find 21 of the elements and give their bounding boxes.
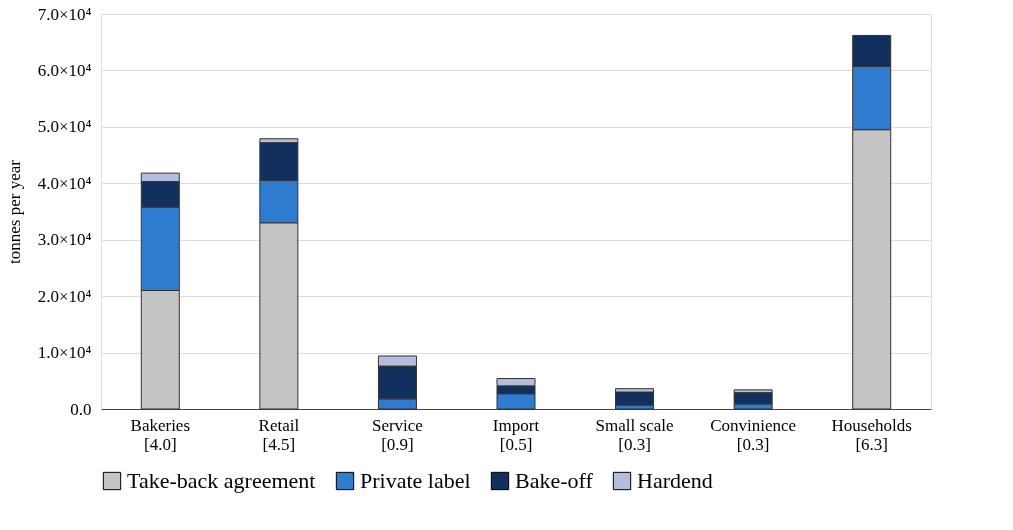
x-tick-label: Bakeries [4.0] (130, 415, 191, 454)
x-tick-label: Convinience [0.3] (710, 415, 797, 454)
y-tick-label: 7.0×10⁴ (37, 4, 92, 24)
y-tick-label: 6.0×10⁴ (37, 60, 92, 80)
y-tick-label: 1.0×10⁴ (37, 343, 92, 363)
y-axis-title: tonnes per year (4, 159, 24, 264)
legend-label: Private label (360, 468, 471, 493)
x-tick-label: Service [0.9] (371, 415, 423, 454)
y-tick-label: 2.0×10⁴ (37, 286, 92, 306)
x-tick-label: Retail [4.5] (258, 415, 300, 454)
bar (615, 391, 655, 406)
y-tick-label: 4.0×10⁴ (37, 173, 92, 193)
legend-label: Take-back agreement (127, 468, 316, 493)
y-tick-label: 3.0×10⁴ (37, 230, 92, 250)
legend-label: Bake-off (515, 468, 594, 493)
x-tick-label: Small scale [0.3] (595, 415, 674, 454)
legend-label: Hardend (637, 468, 713, 493)
x-tick-label: Import [0.5] (492, 415, 540, 454)
y-tick-label: 5.0×10⁴ (37, 117, 92, 137)
y-tick-label: 0.0 (70, 399, 92, 419)
x-tick-label: Households [6.3] (831, 415, 912, 454)
